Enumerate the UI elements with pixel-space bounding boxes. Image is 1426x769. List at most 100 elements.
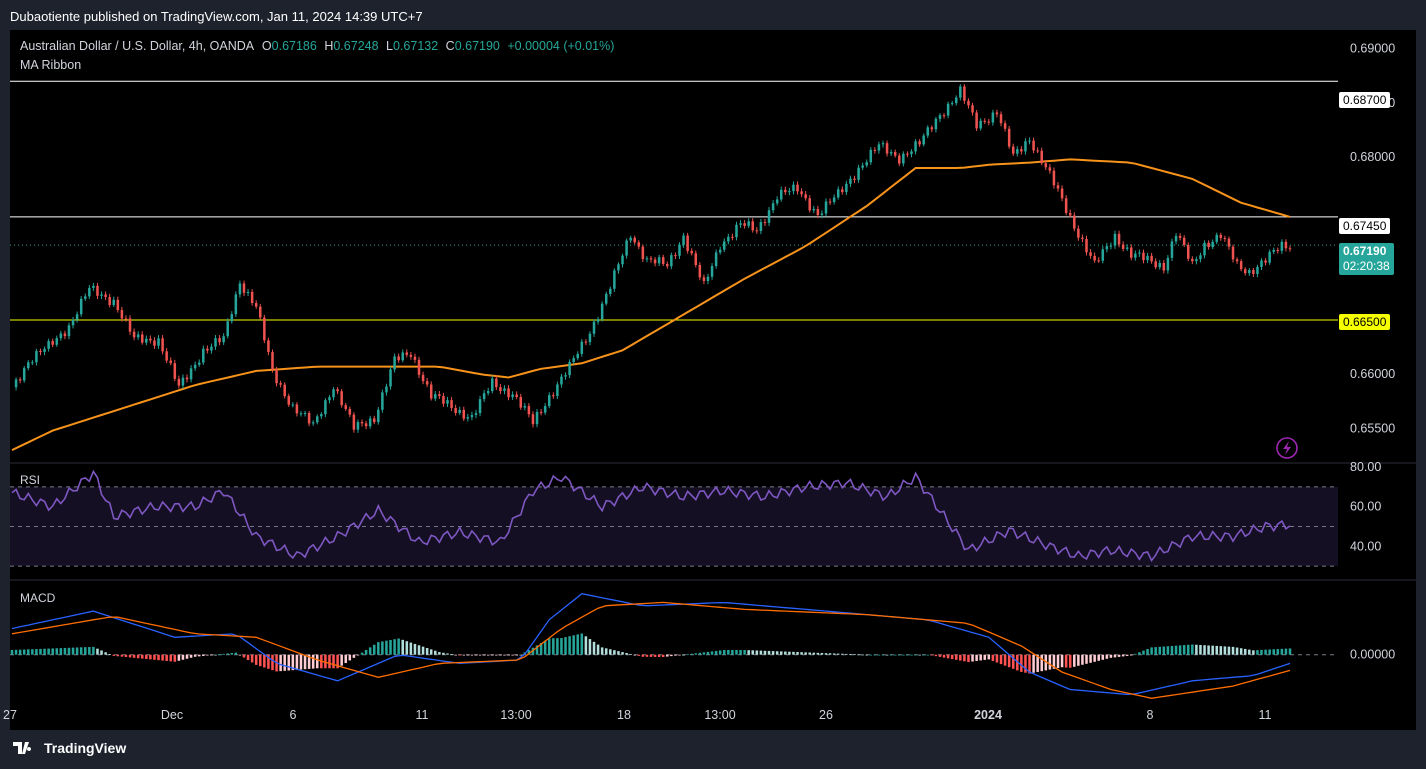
candle-body [47,341,50,349]
macd-histogram-bar [1130,654,1133,656]
candle-body [128,318,132,332]
candle-body [906,153,909,155]
candle-body [491,378,494,392]
candle-body [1003,123,1007,129]
low-label: L [386,39,393,53]
macd-histogram-bar [88,647,91,655]
low-value: 0.67132 [392,39,439,53]
macd-histogram-bar [381,641,384,655]
macd-histogram-bar [1048,654,1052,670]
macd-histogram-bar [153,654,156,660]
price-tick-label: 0.68000 [1350,150,1395,164]
candle-body [344,405,348,409]
horizontal-levels [10,80,1338,321]
candle-body [421,374,425,382]
macd-histogram-bar [666,654,669,657]
rsi-tick-label: 40.00 [1350,539,1381,553]
macd-pane [10,593,1338,699]
close-label: C [445,39,455,53]
candle-body [336,389,339,392]
macd-histogram-bar [812,652,816,655]
macd-histogram-bar [1003,654,1007,666]
macd-histogram-bar [938,654,942,657]
candle-body [1064,198,1068,213]
candle-body [332,389,335,398]
macd-histogram-bar [983,654,987,660]
macd-histogram-bar [35,649,38,655]
macd-histogram-bar [169,654,172,662]
candle-body [1170,241,1174,258]
macd-histogram-bar [527,650,531,655]
candle-body [979,120,982,129]
candle-body [963,86,966,101]
candle-body [971,105,974,113]
candle-body [938,115,942,119]
candle-body [100,294,103,296]
candle-body [922,135,925,145]
candle-body [828,201,832,203]
candle-body [889,152,893,154]
macd-histogram-bar [898,654,901,656]
macd-histogram-bar [1162,646,1166,655]
macd-histogram-bar [120,654,124,657]
candle-body [588,333,592,343]
candle-body [991,112,995,123]
candle-body [1199,255,1202,260]
macd-histogram-bar [995,654,999,663]
time-tick-label: 13:00 [704,708,735,722]
macd-histogram-bar [845,653,848,655]
macd-histogram-bar [1113,654,1117,658]
candle-body [694,253,698,265]
macd-label: MACD [20,591,56,605]
macd-histogram-bar [735,649,738,655]
macd-histogram-bar [747,650,750,655]
candle-body [873,149,877,151]
candle-body [1207,242,1210,248]
candle-body [511,394,514,398]
macd-histogram-bar [588,639,592,655]
macd-histogram-bar [1097,654,1100,661]
macd-histogram-bar [828,653,832,655]
candle-body [999,114,1003,124]
macd-histogram-bar [511,654,514,656]
candle-body [710,265,714,277]
macd-histogram-bar [779,651,783,655]
macd-histogram-bar [893,654,897,656]
macd-histogram-bar [356,654,360,656]
chart-area[interactable] [10,30,1416,730]
candle-body [1219,234,1223,238]
macd-histogram-bar [499,654,502,656]
candle-body [1093,255,1096,261]
macd-histogram-bar [1211,645,1214,655]
macd-histogram-bar [267,654,270,669]
macd-histogram-bar [226,653,229,655]
macd-histogram-bar [869,654,873,656]
macd-histogram-bar [230,653,234,655]
level-tag-high: 0.68700 [1339,92,1391,108]
macd-histogram-bar [784,651,787,655]
candle-body [1235,259,1239,262]
macd-histogram-bar [458,654,461,656]
candle-body [385,386,388,393]
candle-body [1260,260,1263,267]
candle-body [279,383,282,385]
candle-body [987,121,991,123]
macd-histogram-bar [1020,654,1023,672]
candle-body [267,340,270,353]
candle-body [1121,244,1125,249]
candle-body [474,413,478,415]
macd-histogram-bar [1146,648,1149,655]
candle-body [954,97,958,104]
candle-body [1280,241,1284,251]
candle-body [83,296,87,299]
macd-histogram-bar [1105,654,1109,659]
macd-histogram-bar [1203,645,1206,655]
macd-histogram-bar [96,648,99,655]
macd-histogram-bar [324,654,327,669]
candle-body [55,338,59,345]
candle-body [572,358,575,362]
candle-body [731,236,734,238]
candle-body [1130,247,1133,258]
candle-body [584,341,588,343]
